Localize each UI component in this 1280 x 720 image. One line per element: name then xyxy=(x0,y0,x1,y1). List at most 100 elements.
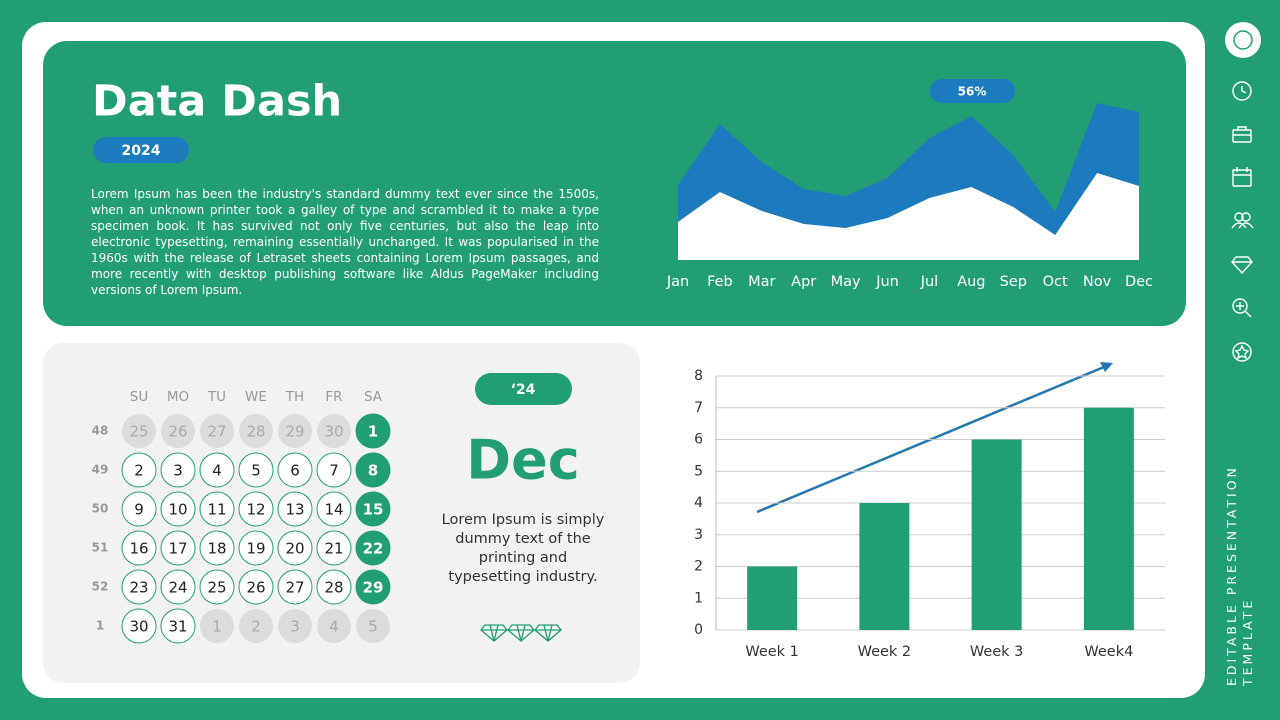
day-circle xyxy=(277,530,313,566)
day-circle xyxy=(199,452,235,488)
day: 7 xyxy=(329,462,339,480)
day: 16 xyxy=(129,540,148,558)
day: 10 xyxy=(168,501,187,519)
x-tick-label: Week 1 xyxy=(745,644,799,660)
logo-icon xyxy=(1233,30,1253,50)
cal-month: Dec xyxy=(466,429,579,492)
day-circle xyxy=(316,530,352,566)
day-circle xyxy=(356,609,390,643)
day-circle xyxy=(355,452,391,488)
day-circle xyxy=(278,609,312,643)
day: 3 xyxy=(173,462,183,480)
day: 30 xyxy=(129,618,148,636)
cal-year: ‘24 xyxy=(511,382,536,398)
x-tick-label: Sep xyxy=(1000,274,1027,290)
annotation: 56% xyxy=(958,85,987,99)
day-circle xyxy=(355,491,391,527)
day: 21 xyxy=(324,540,343,558)
sidebar-icons[interactable] xyxy=(1231,81,1254,362)
day-circle xyxy=(160,569,196,605)
day-circle xyxy=(317,609,351,643)
day-circle xyxy=(316,452,352,488)
day: 13 xyxy=(285,501,304,519)
day: 30 xyxy=(324,423,343,441)
day-circle xyxy=(316,569,352,605)
day: 29 xyxy=(285,423,304,441)
y-tick-label: 8 xyxy=(694,368,703,384)
y-tick-label: 5 xyxy=(694,463,703,479)
day-circle xyxy=(239,609,273,643)
x-tick-label: Aug xyxy=(957,274,985,290)
weekday: TH xyxy=(285,389,304,405)
day: 23 xyxy=(129,579,148,597)
week-number: 1 xyxy=(96,619,104,633)
day-circle xyxy=(278,414,312,448)
day-circle xyxy=(121,569,157,605)
day-circle xyxy=(160,608,196,644)
day: 20 xyxy=(285,540,304,558)
day: 28 xyxy=(246,423,265,441)
day-circle xyxy=(199,569,235,605)
y-tick-label: 6 xyxy=(694,432,703,448)
x-tick-label: Week 2 xyxy=(858,644,912,660)
day-circle xyxy=(161,414,195,448)
day: 3 xyxy=(290,618,300,636)
week-number: 48 xyxy=(92,424,109,438)
day-circle xyxy=(200,609,234,643)
day-circle xyxy=(238,491,274,527)
x-tick-label: Oct xyxy=(1043,274,1068,290)
day: 5 xyxy=(368,618,378,636)
day: 25 xyxy=(129,423,148,441)
day: 19 xyxy=(246,540,265,558)
y-tick-label: 0 xyxy=(694,622,703,638)
day: 22 xyxy=(363,540,384,558)
day: 14 xyxy=(324,501,343,519)
day: 27 xyxy=(285,579,304,597)
x-tick-label: Apr xyxy=(791,274,816,290)
day-circle xyxy=(238,452,274,488)
day: 28 xyxy=(324,579,343,597)
y-tick-label: 3 xyxy=(694,527,703,543)
x-tick-label: Week 3 xyxy=(970,644,1024,660)
day: 2 xyxy=(251,618,261,636)
day-circle xyxy=(160,491,196,527)
day: 15 xyxy=(363,501,384,519)
day: 5 xyxy=(251,462,261,480)
x-tick-label: Mar xyxy=(748,274,775,290)
day-circle xyxy=(316,491,352,527)
weekday: FR xyxy=(325,389,342,405)
y-tick-label: 1 xyxy=(694,590,703,606)
week-number: 52 xyxy=(92,580,109,594)
day-circle xyxy=(355,530,391,566)
day-circle xyxy=(239,414,273,448)
bar xyxy=(971,439,1022,630)
day-circle xyxy=(355,413,391,449)
week-number: 49 xyxy=(92,463,109,477)
day-circle xyxy=(277,491,313,527)
day: 26 xyxy=(168,423,187,441)
y-tick-label: 2 xyxy=(694,559,703,575)
year: 2024 xyxy=(122,143,161,159)
day-circle xyxy=(355,569,391,605)
day-circle xyxy=(277,569,313,605)
day-circle xyxy=(121,491,157,527)
y-tick-label: 7 xyxy=(694,400,703,416)
day-circle xyxy=(317,414,351,448)
day: 25 xyxy=(207,579,226,597)
day-circle xyxy=(121,530,157,566)
day-circle xyxy=(121,452,157,488)
day-circle xyxy=(122,414,156,448)
x-tick-label: Feb xyxy=(707,274,733,290)
day: 4 xyxy=(212,462,222,480)
day-circle xyxy=(199,491,235,527)
diamond-icons xyxy=(480,624,562,642)
x-tick-label: Week4 xyxy=(1084,644,1133,660)
bar xyxy=(859,503,910,630)
weekday: MO xyxy=(167,389,189,405)
weekday: WE xyxy=(245,389,267,405)
weekday: SA xyxy=(364,389,383,405)
year-pill xyxy=(93,137,189,163)
day: 2 xyxy=(134,462,144,480)
day-circle xyxy=(238,569,274,605)
